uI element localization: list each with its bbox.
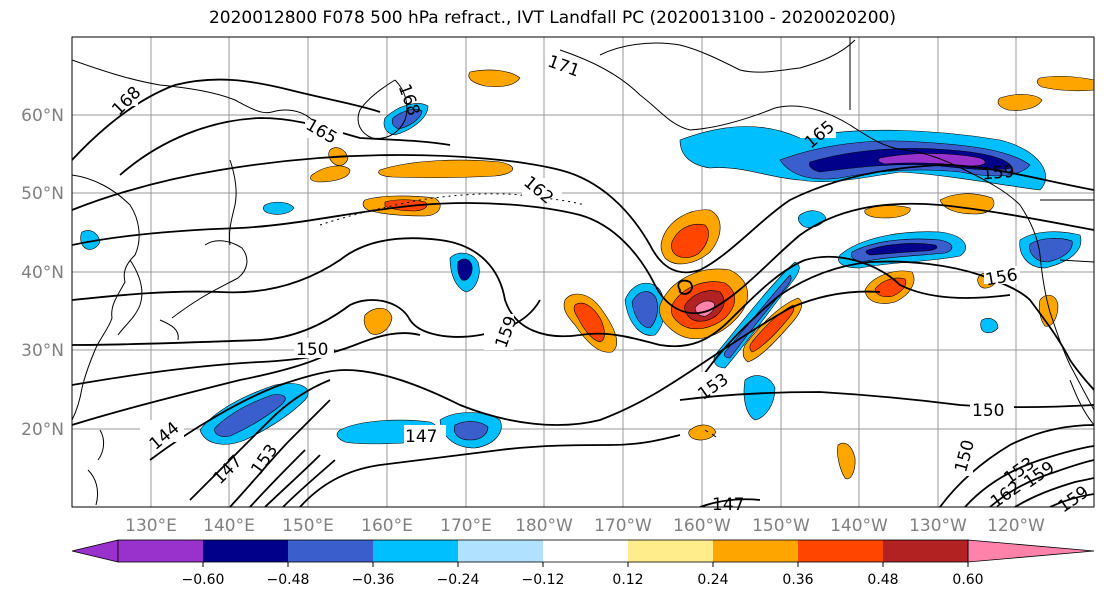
colorbar-tick-label: −0.24 — [437, 572, 480, 588]
colorbar-segment — [288, 540, 373, 562]
colorbar-low-extension — [71, 539, 119, 563]
colorbar-segment — [543, 540, 628, 562]
anomaly-blob — [310, 165, 351, 183]
colorbar-tick-label: 0.48 — [867, 572, 898, 588]
anomaly-blob — [865, 243, 938, 256]
lon-label: 130°W — [909, 516, 967, 536]
colorbar-segment — [628, 540, 713, 562]
anomaly-blob — [980, 318, 999, 334]
anomaly-blob — [939, 193, 995, 215]
colorbar-high-extension — [967, 539, 1095, 563]
anomaly-blob — [573, 302, 605, 343]
lat-label: 60°N — [21, 106, 64, 126]
colorbar-segment — [713, 540, 798, 562]
anomaly-blob — [457, 258, 473, 281]
colorbar-tick-label: −0.12 — [522, 572, 565, 588]
lon-label: 180°W — [515, 516, 573, 536]
contour-label: 159 — [981, 162, 1015, 185]
contour-label: 147 — [712, 495, 744, 515]
lon-label: 140°W — [830, 516, 888, 536]
anomaly-blob — [363, 307, 393, 335]
latitude-labels: 60°N 50°N 40°N 30°N 20°N — [21, 106, 64, 440]
colorbar: −0.60 −0.48 −0.36 −0.24 −0.12 0.12 0.24 … — [71, 539, 1095, 588]
contour-label: 150 — [296, 340, 328, 360]
colorbar-tick-label: −0.48 — [267, 572, 310, 588]
colorbar-segment — [798, 540, 883, 562]
anomaly-blob — [837, 442, 856, 480]
anomaly-blob — [1036, 75, 1094, 92]
colorbar-segment — [883, 540, 968, 562]
anomaly-blob — [631, 291, 658, 329]
colorbar-tick-label: 0.24 — [697, 572, 728, 588]
lon-label: 170°E — [440, 516, 492, 536]
anomaly-blob — [468, 69, 521, 88]
anomaly-blob — [671, 223, 709, 258]
lon-label: 160°W — [673, 516, 731, 536]
lon-label: 150°W — [752, 516, 810, 536]
colorbar-segment — [373, 540, 458, 562]
contour-label: 150 — [972, 401, 1004, 421]
colorbar-segment — [458, 540, 543, 562]
map-title: 2020012800 F078 500 hPa refract., IVT La… — [208, 8, 896, 28]
map-border — [71, 36, 1095, 508]
shaded-anomaly-field — [80, 69, 1094, 480]
colorbar-tick-label: 0.60 — [952, 572, 983, 588]
anomaly-blob — [80, 230, 101, 250]
lon-label: 150°E — [282, 516, 334, 536]
refractivity-contours — [72, 78, 1094, 507]
lat-label: 30°N — [21, 341, 64, 361]
anomaly-blob — [378, 159, 513, 178]
lon-label: 160°E — [361, 516, 413, 536]
anomaly-blob — [743, 375, 776, 421]
coastlines — [72, 37, 1094, 506]
anomaly-blob — [263, 201, 295, 215]
anomaly-blob — [454, 421, 489, 441]
anomaly-blob — [214, 394, 286, 437]
anomaly-blob — [688, 424, 717, 441]
lat-label: 50°N — [21, 184, 64, 204]
lat-label: 20°N — [21, 420, 64, 440]
contour-label: 147 — [405, 427, 437, 447]
lon-label: 130°E — [125, 516, 177, 536]
lon-label: 170°W — [594, 516, 652, 536]
colorbar-tick-label: −0.36 — [352, 572, 395, 588]
colorbar-tick-label: 0.36 — [782, 572, 813, 588]
lon-label: 140°E — [203, 516, 255, 536]
anomaly-blob — [997, 94, 1043, 111]
anomaly-blob — [391, 108, 423, 130]
lat-label: 40°N — [21, 263, 64, 283]
colorbar-tick-label: −0.60 — [182, 572, 225, 588]
colorbar-segment — [203, 540, 288, 562]
longitude-labels: 130°E 140°E 150°E 160°E 170°E 180°W 170°… — [125, 516, 1045, 536]
colorbar-segment — [118, 540, 203, 562]
colorbar-tick-label: 0.12 — [612, 572, 643, 588]
lon-label: 120°W — [987, 516, 1045, 536]
